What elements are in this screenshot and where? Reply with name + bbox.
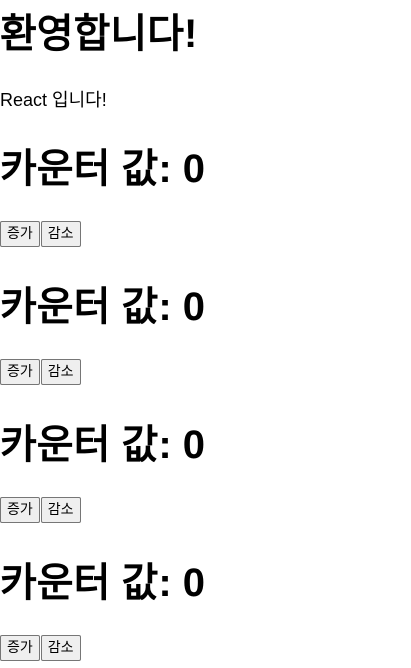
counter-buttons: 증가 감소 [0, 497, 82, 523]
increase-button[interactable]: 증가 [0, 497, 40, 523]
page-subtitle: React 입니다! [0, 90, 107, 110]
decrease-button[interactable]: 감소 [40, 635, 81, 661]
increase-button[interactable]: 증가 [0, 359, 40, 385]
page-title: 환영합니다! [0, 12, 198, 56]
counter-value-heading: 카운터 값: 0 [0, 561, 205, 605]
counter-buttons: 증가 감소 [0, 221, 82, 247]
decrease-button[interactable]: 감소 [40, 221, 81, 247]
counter-value-heading: 카운터 값: 0 [0, 423, 205, 467]
increase-button[interactable]: 증가 [0, 635, 40, 661]
increase-button[interactable]: 증가 [0, 221, 40, 247]
decrease-button[interactable]: 감소 [40, 497, 81, 523]
counter-value-heading: 카운터 값: 0 [0, 285, 205, 329]
counter-value-heading: 카운터 값: 0 [0, 147, 205, 191]
decrease-button[interactable]: 감소 [40, 359, 81, 385]
counter-buttons: 증가 감소 [0, 359, 82, 385]
counter-buttons: 증가 감소 [0, 635, 82, 661]
